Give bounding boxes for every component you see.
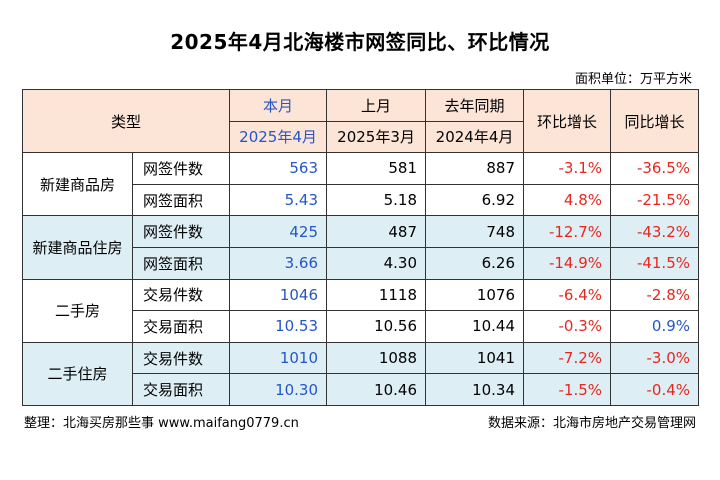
cell-last: 487 <box>326 215 427 248</box>
table-row: 新建商品房 网签件数 563 581 887 -3.1% -36.5% <box>22 152 700 217</box>
header-yoy: 同比增长 <box>610 88 700 154</box>
cell-last: 581 <box>326 152 427 185</box>
header-type: 类型 <box>21 88 231 154</box>
cell-year-ago: 10.44 <box>425 310 525 343</box>
cell-year-ago: 6.92 <box>425 183 525 217</box>
header-row: 类型 本月 上月 去年同期 环比增长 同比增长 <box>21 88 700 154</box>
cell-yoy: -21.5% <box>610 183 700 217</box>
table-row: 交易面积 10.53 10.56 10.44 -0.3% 0.9% <box>23 310 700 343</box>
row-metric: 交易面积 <box>131 373 231 406</box>
row-metric: 网签面积 <box>131 246 231 280</box>
cell-year-ago: 1076 <box>425 278 525 312</box>
row-metric: 交易面积 <box>131 310 231 343</box>
header-yoy-base-date: 2024年4月 <box>425 120 525 154</box>
table-row: 交易面积 10.30 10.46 10.34 -1.5% -0.4% <box>23 373 700 406</box>
cell-last: 1088 <box>326 341 427 375</box>
cell-mom: -6.4% <box>523 278 612 312</box>
cell-yoy: -43.2% <box>610 215 700 248</box>
cell-year-ago: 887 <box>425 152 525 185</box>
header-mom: 环比增长 <box>523 88 612 154</box>
page-title: 2025年4月北海楼市网签同比、环比情况 <box>170 30 550 54</box>
cell-last: 4.30 <box>326 246 427 280</box>
row-group: 新建商品住房 <box>22 215 133 280</box>
table-row: 网签面积 5.43 5.18 6.92 4.8% -21.5% <box>23 183 700 217</box>
footer-credit: 整理：北海买房那些事 www.maifang0779.cn <box>24 416 299 431</box>
cell-current: 10.53 <box>229 310 328 343</box>
cell-last: 10.46 <box>326 373 427 406</box>
unit-label: 面积单位：万平方米 <box>574 72 692 87</box>
header-date-row: 2025年4月 2025年3月 2024年4月 <box>23 120 699 154</box>
cell-last: 1118 <box>326 278 427 312</box>
cell-mom: -12.7% <box>523 215 612 248</box>
cell-year-ago: 10.34 <box>425 373 525 406</box>
cell-current: 1046 <box>229 278 328 312</box>
cell-current: 1010 <box>229 341 328 375</box>
header-current-date: 2025年4月 <box>229 120 328 154</box>
cell-mom: -14.9% <box>523 246 612 280</box>
cell-yoy: -36.5% <box>610 152 700 185</box>
row-metric: 交易件数 <box>131 341 231 375</box>
header-current: 本月 <box>229 89 328 122</box>
cell-current: 563 <box>229 152 328 185</box>
row-metric: 网签件数 <box>131 215 231 248</box>
row-group: 二手房 <box>22 278 133 343</box>
cell-mom: -1.5% <box>523 373 612 406</box>
table-row: 新建商品住房 网签件数 425 487 748 -12.7% -43.2% <box>22 215 700 280</box>
row-metric: 网签面积 <box>131 183 231 217</box>
cell-mom: -3.1% <box>523 152 612 185</box>
row-metric: 交易件数 <box>131 278 231 312</box>
row-metric: 网签件数 <box>131 152 231 185</box>
cell-current: 425 <box>229 215 328 248</box>
cell-current: 3.66 <box>229 246 328 280</box>
cell-current: 5.43 <box>229 183 328 217</box>
cell-last: 10.56 <box>326 310 427 343</box>
table-row: 二手房 交易件数 1046 1118 1076 -6.4% -2.8% <box>22 278 700 343</box>
cell-yoy: -2.8% <box>610 278 700 312</box>
cell-mom: -0.3% <box>523 310 612 343</box>
cell-yoy: 0.9% <box>610 310 700 343</box>
cell-mom: 4.8% <box>523 183 612 217</box>
cell-yoy: -3.0% <box>610 341 700 375</box>
cell-year-ago: 1041 <box>425 341 525 375</box>
cell-year-ago: 6.26 <box>425 246 525 280</box>
cell-current: 10.30 <box>229 373 328 406</box>
row-group: 新建商品房 <box>22 152 133 217</box>
cell-yoy: -0.4% <box>610 373 700 406</box>
cell-year-ago: 748 <box>425 215 525 248</box>
table-row: 二手住房 交易件数 1010 1088 1041 -7.2% -3.0% <box>22 341 700 406</box>
row-group: 二手住房 <box>22 341 133 406</box>
table-row: 网签面积 3.66 4.30 6.26 -14.9% -41.5% <box>23 246 700 280</box>
cell-mom: -7.2% <box>523 341 612 375</box>
footer-source: 数据来源：北海市房地产交易管理网 <box>487 416 696 431</box>
cell-last: 5.18 <box>326 183 427 217</box>
header-last: 上月 <box>326 89 427 122</box>
header-last-date: 2025年3月 <box>326 120 427 154</box>
header-yoy-base: 去年同期 <box>425 89 525 122</box>
cell-yoy: -41.5% <box>610 246 700 280</box>
data-table: 类型 本月 上月 去年同期 环比增长 同比增长 2025年4月 2025年3月 … <box>21 88 700 406</box>
